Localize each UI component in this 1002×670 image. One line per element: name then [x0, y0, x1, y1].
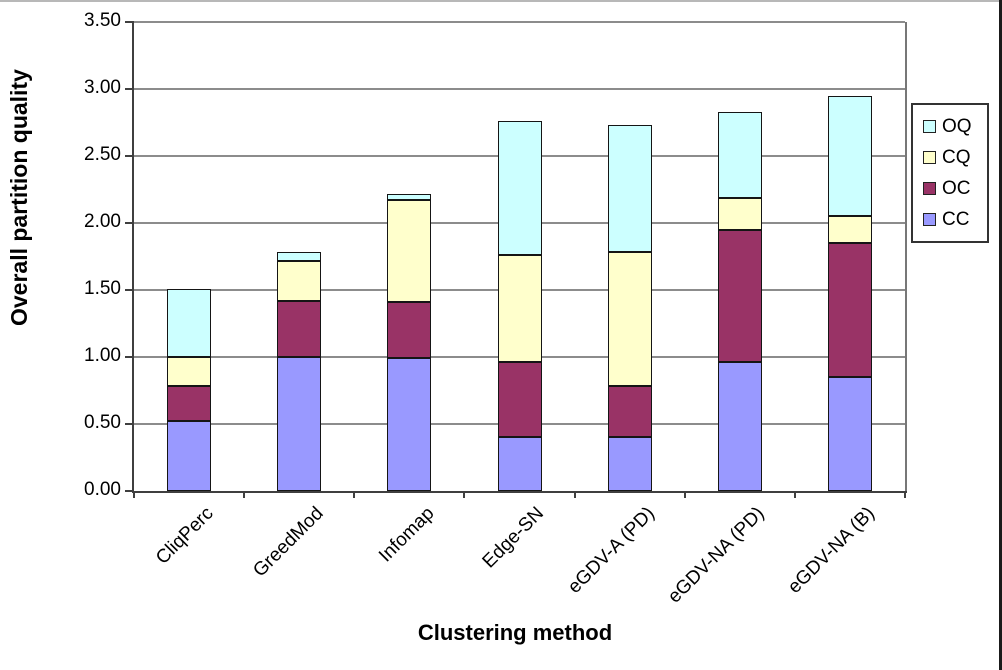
y-tick-label: 1.50 [84, 278, 121, 299]
bar-segment-oq-7 [827, 95, 872, 217]
bar-segment-cq-4 [497, 255, 542, 363]
x-tick-mark [243, 491, 246, 498]
legend-label-cq: CQ [942, 146, 971, 168]
bar-segment-oq-5 [607, 125, 652, 253]
bar-segment-oq-2 [277, 252, 322, 261]
bar-segment-cq-1 [167, 357, 212, 387]
legend-swatch-oc-icon [923, 182, 936, 195]
y-tick-mark [125, 490, 134, 492]
bar-segment-cc-2 [277, 357, 322, 491]
bar-segment-cc-1 [167, 421, 212, 491]
legend-label-cc: CC [942, 208, 970, 230]
legend-swatch-cc-icon [923, 213, 936, 226]
bar-segment-oc-3 [387, 302, 432, 359]
bar-segment-oq-6 [717, 111, 762, 198]
plot-right-border [905, 22, 907, 492]
y-axis-title: Overall partition quality [6, 69, 32, 326]
gridline [134, 21, 905, 23]
x-category-label: GreedMod [249, 503, 329, 582]
legend-item-cc: CC [923, 209, 987, 231]
y-tick-label: 0.50 [84, 412, 121, 433]
legend-label-oc: OC [942, 177, 971, 199]
legend-item-cq: CQ [923, 147, 987, 169]
bar-segment-cq-3 [387, 200, 432, 303]
y-tick-mark [125, 21, 134, 23]
y-tick-label: 2.50 [84, 144, 121, 165]
bar-segment-cc-7 [827, 377, 872, 491]
x-tick-mark [793, 491, 796, 498]
bar-segment-oc-4 [497, 362, 542, 438]
bar-segment-oc-5 [607, 386, 652, 438]
y-axis-line [132, 22, 134, 493]
y-tick-mark [125, 423, 134, 425]
x-tick-mark [353, 491, 356, 498]
bar-segment-cq-5 [607, 252, 652, 387]
bar-segment-oc-1 [167, 386, 212, 422]
legend: OQ CQ OC CC [911, 103, 989, 243]
image-top-border [0, 0, 1002, 2]
y-tick-mark [125, 88, 134, 90]
legend-swatch-oq-icon [923, 120, 936, 133]
x-category-label: eGDV-NA (PD) [664, 503, 769, 608]
bar-segment-oq-1 [167, 288, 212, 357]
bar-segment-cq-6 [717, 197, 762, 230]
bar-segment-cc-3 [387, 358, 432, 491]
bar-segment-cc-6 [717, 362, 762, 491]
y-tick-mark [125, 155, 134, 157]
x-tick-mark [573, 491, 576, 498]
bar-segment-cq-2 [277, 260, 322, 301]
x-category-label: Edge-SN [478, 503, 549, 573]
bar-segment-cq-7 [827, 216, 872, 244]
x-axis-line [132, 491, 907, 493]
y-tick-label: 3.50 [84, 10, 121, 31]
x-category-label: eGDV-A (PD) [563, 503, 659, 598]
legend-item-oq: OQ [923, 116, 987, 138]
bar-segment-cc-4 [497, 437, 542, 491]
y-tick-label: 0.00 [84, 479, 121, 500]
y-tick-label: 1.00 [84, 345, 121, 366]
y-tick-mark [125, 289, 134, 291]
image-right-border [999, 0, 1002, 670]
gridline [134, 88, 905, 90]
x-tick-mark [683, 491, 686, 498]
bar-segment-oc-2 [277, 300, 322, 357]
x-category-label: Infomap [374, 503, 439, 567]
x-category-label: CliqPerc [152, 503, 218, 569]
y-tick-mark [125, 356, 134, 358]
bar-segment-oc-6 [717, 229, 762, 363]
bar-segment-cc-5 [607, 437, 652, 491]
legend-item-oc: OC [923, 178, 987, 200]
legend-swatch-cq-icon [923, 151, 936, 164]
y-tick-mark [125, 222, 134, 224]
bar-segment-oq-4 [497, 121, 542, 256]
x-tick-mark [463, 491, 466, 498]
bar-segment-oq-3 [387, 193, 432, 201]
x-tick-mark [904, 491, 906, 498]
y-tick-label: 3.00 [84, 77, 121, 98]
bar-segment-oc-7 [827, 243, 872, 378]
x-category-label: eGDV-NA (B) [784, 503, 879, 598]
x-tick-mark [133, 491, 135, 498]
legend-label-oq: OQ [942, 115, 972, 137]
y-tick-label: 2.00 [84, 211, 121, 232]
x-axis-title: Clustering method [417, 620, 613, 645]
